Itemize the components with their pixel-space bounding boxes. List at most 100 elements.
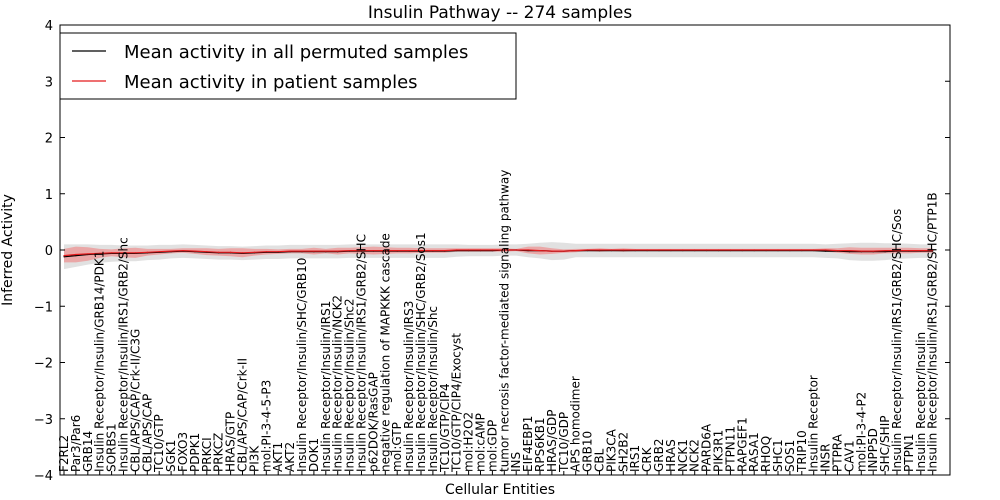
data-point	[170, 250, 172, 252]
x-category-label: TC10/GTP	[152, 414, 166, 473]
x-category-label: mol:cAMP	[474, 413, 488, 472]
data-point	[241, 252, 244, 254]
x-category-label: PTPRA	[831, 433, 845, 472]
data-point	[420, 249, 422, 252]
x-category-label: PRKCZ	[212, 433, 226, 472]
data-point	[337, 250, 339, 252]
data-point	[575, 249, 577, 252]
x-category-label: RASA1	[747, 432, 761, 472]
legend-label-permuted: Mean activity in all permuted samples	[124, 42, 468, 63]
data-point	[563, 250, 565, 252]
x-category-label: PI3K	[247, 445, 261, 472]
x-category-label: PIK3CA	[604, 428, 618, 472]
legend-box	[59, 32, 517, 100]
x-category-label: NCK2	[688, 439, 702, 472]
x-category-label: TC10/GTP/CIP4	[438, 383, 452, 473]
data-point	[825, 249, 827, 251]
data-point	[634, 249, 636, 251]
data-point	[503, 249, 505, 251]
x-category-label: Insulin Receptor/Insulin/IRS1/GRB2/SHC/P…	[926, 192, 940, 472]
x-category-label: CBL/APS/CAP/Crk-II/C3G	[128, 329, 142, 472]
x-category-label: AKT1	[271, 442, 285, 472]
y-tick-label: 0	[45, 244, 53, 259]
x-category-label: TC10/GTP/CIP4/Exocyst	[450, 333, 464, 473]
x-category-label: Insulin Receptor/Insulin/GRB14/PDK1	[93, 251, 107, 472]
data-point	[527, 249, 529, 251]
x-axis-label: Cellular Entities	[445, 482, 555, 498]
x-category-label: GRB2	[652, 438, 666, 472]
x-category-label: IRS1	[628, 445, 642, 472]
data-point	[729, 249, 732, 251]
x-category-label: Insulin Receptor/Insulin/IRS1/GRB2/SHC/S…	[890, 209, 904, 472]
x-category-label: Insulin Receptor/Insulin/IRS1/GRB2/SHC	[355, 234, 369, 472]
data-point	[777, 249, 779, 251]
y-tick-label: 1	[45, 188, 53, 203]
data-point	[111, 252, 113, 254]
data-point	[872, 250, 874, 252]
data-point	[75, 255, 77, 257]
x-category-label: mol:GTP	[390, 422, 404, 472]
data-point	[122, 252, 125, 254]
x-category-label: CBL/APS/CAP	[140, 394, 154, 472]
data-point	[801, 249, 803, 251]
x-category-label: INS	[509, 452, 523, 472]
x-category-label: Insulin Receptor/Insulin/IRS1	[319, 301, 333, 472]
data-point	[813, 249, 815, 251]
data-point	[99, 252, 101, 254]
data-point	[289, 250, 291, 252]
x-category-label: SHC/SHIP	[878, 416, 892, 472]
data-point	[206, 251, 208, 253]
x-category-label: AKT2	[283, 442, 297, 472]
data-point	[158, 251, 160, 253]
x-category-label: PIK3R1	[712, 430, 726, 472]
x-category-label: PTPN1	[902, 434, 916, 472]
x-category-label: INPP5D	[866, 428, 880, 472]
y-tick-label: −1	[34, 300, 53, 315]
data-point	[349, 249, 351, 252]
data-point	[468, 249, 470, 251]
data-point	[598, 249, 601, 251]
data-point	[325, 250, 327, 252]
data-point	[694, 249, 696, 251]
data-point	[218, 251, 220, 253]
data-point	[682, 249, 684, 251]
data-point	[717, 249, 720, 251]
x-category-label: PARD6A	[700, 423, 714, 472]
data-point	[134, 252, 136, 254]
x-category-label: Insulin Receptor/Insulin/SHC/GRB2/Sos1	[414, 232, 428, 472]
data-point	[825, 250, 827, 252]
axes-frame	[59, 24, 951, 476]
x-category-label: FOXO3	[176, 432, 190, 472]
x-category-label: SH2B2	[616, 432, 630, 472]
x-category-label: mol:PI-3-4-P2	[854, 392, 868, 472]
x-category-label: HRAS	[664, 439, 678, 472]
x-category-label: CAV1	[842, 440, 856, 472]
x-category-label: Insulin Receptor/Insulin/NCK2	[331, 295, 345, 472]
x-category-label: negative regulation of MAPKKK cascade	[378, 233, 392, 472]
data-point	[444, 249, 446, 252]
data-point	[670, 249, 672, 251]
chart-title: Insulin Pathway -- 274 samples	[368, 3, 633, 23]
y-tick-label: 3	[45, 75, 53, 90]
y-tick-label: −2	[34, 357, 53, 372]
y-tick-label: 4	[45, 19, 53, 34]
data-point	[360, 249, 363, 252]
data-point	[515, 249, 517, 251]
data-point	[277, 251, 279, 253]
x-category-label: PTPN11	[723, 426, 737, 472]
data-point	[265, 251, 267, 253]
data-point	[789, 249, 791, 251]
x-category-label: mol:PI-3-4-5-P3	[259, 380, 273, 472]
x-category-label: Insulin Receptor/Insulin/Shc2	[343, 298, 357, 472]
patient-mean-line	[63, 249, 933, 257]
data-point	[253, 251, 255, 253]
data-point	[646, 249, 648, 251]
x-category-label: TC10/GDP	[557, 412, 571, 473]
legend: Mean activity in all permuted samples Me…	[59, 32, 517, 100]
data-point	[860, 250, 862, 252]
data-point	[896, 249, 898, 252]
x-category-label: Insulin Receptor/Insulin/SHC/GRB10	[295, 258, 309, 472]
data-point	[587, 249, 589, 251]
permuted-spread-band	[64, 242, 933, 270]
